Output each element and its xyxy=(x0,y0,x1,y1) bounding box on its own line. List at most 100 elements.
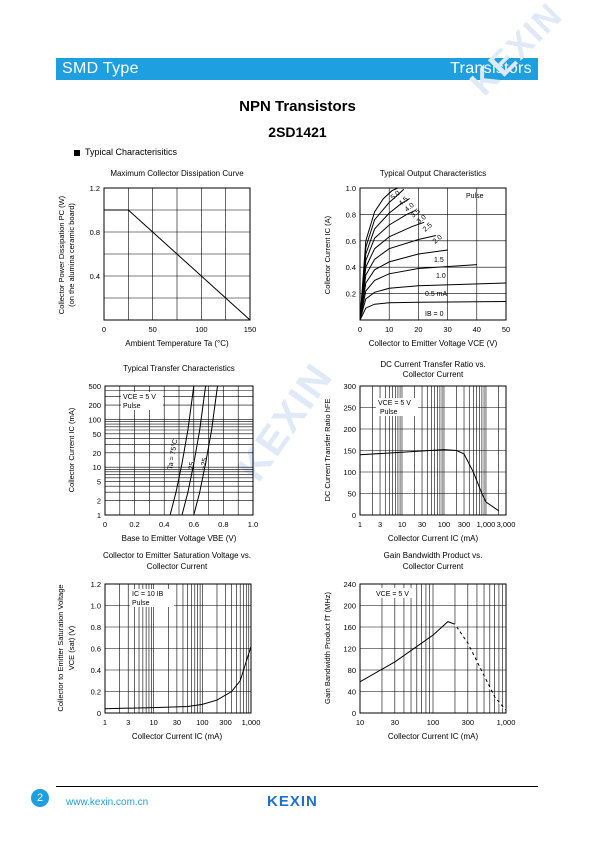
x-tick-label: 0.2 xyxy=(129,520,139,529)
chart-title: Gain Bandwidth Product vs. xyxy=(384,551,483,560)
x-tick-label: 1,000 xyxy=(242,718,261,727)
series-line xyxy=(359,249,448,321)
y-tick-label: 0.6 xyxy=(91,645,101,654)
y-tick-label: 120 xyxy=(343,645,356,654)
y-tick-label: 80 xyxy=(348,666,356,675)
y-tick-label: 5 xyxy=(97,478,101,487)
x-tick-label: 1,000 xyxy=(477,520,496,529)
chart-title-line2: Collector Current xyxy=(403,562,464,571)
header-banner: SMD Type Transistors xyxy=(56,58,538,80)
plot-frame xyxy=(104,583,252,714)
curve-label: 3.5 xyxy=(410,208,422,220)
y-axis-label-note: (on the alumina ceramic board) xyxy=(67,203,76,307)
x-tick-label: 30 xyxy=(443,325,451,334)
chart-title: Collector to Emitter Saturation Voltage … xyxy=(103,551,251,560)
y-tick-label: 10 xyxy=(93,463,101,472)
y-tick-label: 240 xyxy=(343,580,356,589)
y-tick-label: 2 xyxy=(97,497,101,506)
x-tick-label: 3 xyxy=(126,718,130,727)
footer-logo: KEXIN xyxy=(267,793,318,810)
y-tick-label: 50 xyxy=(93,430,101,439)
x-tick-label: 0 xyxy=(358,325,362,334)
y-tick-label: 0 xyxy=(352,709,356,718)
y-tick-label: 1 xyxy=(97,511,101,520)
curve-label: 3.0 xyxy=(416,214,428,226)
chart-max-dissipation: 0 50 100 150 0.4 0.8 1.2 Maximum Collector Diss… xyxy=(57,169,256,348)
page-title: NPN Transistors xyxy=(239,98,356,115)
y-tick-label: 40 xyxy=(348,688,356,697)
annotation-bg xyxy=(376,398,418,416)
chart-title: Typical Output Characteristics xyxy=(380,169,486,178)
annotation: VCE = 5 V xyxy=(376,591,409,598)
annotation-bg xyxy=(374,588,416,598)
x-tick-label: 100 xyxy=(195,325,208,334)
plot-frame xyxy=(103,187,251,321)
y-tick-label: 1.2 xyxy=(90,184,100,193)
curve-label: 1.5 xyxy=(434,257,444,264)
x-tick-label: 10 xyxy=(398,520,406,529)
y-tick-label: 0.2 xyxy=(91,688,101,697)
page-number: 2 xyxy=(31,789,49,807)
curve-label: 2.5 xyxy=(422,222,434,234)
footer-url: www.kexin.com.cn xyxy=(66,797,149,808)
series-line xyxy=(181,385,207,516)
y-tick-label: 0.6 xyxy=(346,237,356,246)
y-tick-label: 1.2 xyxy=(91,580,101,589)
y-tick-label: 200 xyxy=(88,401,101,410)
series-line xyxy=(359,209,416,321)
curve-label: 1.0 xyxy=(436,273,446,280)
footer-divider xyxy=(56,786,538,787)
y-tick-label: 300 xyxy=(343,382,356,391)
series-line xyxy=(359,264,477,321)
annotation: Pulse xyxy=(380,409,398,416)
y-tick-label: 0 xyxy=(97,709,101,718)
y-tick-label: 0 xyxy=(352,511,356,520)
x-tick-label: 0 xyxy=(103,520,107,529)
y-tick-label: 200 xyxy=(343,425,356,434)
x-tick-label: 0.8 xyxy=(218,520,228,529)
curve-label: 4.0 xyxy=(404,202,416,214)
x-tick-label: 0.6 xyxy=(189,520,199,529)
x-tick-label: 40 xyxy=(473,325,481,334)
x-tick-label: 100 xyxy=(196,718,209,727)
annotation-bg xyxy=(130,589,174,607)
x-tick-label: 1 xyxy=(358,520,362,529)
plot-frame xyxy=(359,385,507,516)
y-axis-label: Collector to Emitter Saturation Voltage xyxy=(56,584,65,711)
chart-title: Maximum Collector Dissipation Curve xyxy=(110,169,244,178)
x-tick-label: 10 xyxy=(385,325,393,334)
annotation: Pulse xyxy=(123,403,141,410)
series-line xyxy=(104,646,252,710)
y-axis-label: Collector Power Dissipation PC (W) xyxy=(57,195,66,314)
y-axis-label: Collector Current IC (mA) xyxy=(67,407,76,492)
y-tick-label: 0.2 xyxy=(346,290,356,299)
curve-label: 25 xyxy=(188,461,196,470)
y-tick-label: 500 xyxy=(88,382,101,391)
y-tick-label: 0.8 xyxy=(91,623,101,632)
y-tick-label: 250 xyxy=(343,404,356,413)
y-axis-label: DC Current Transfer Ratio hFE xyxy=(323,399,332,502)
x-tick-label: 30 xyxy=(418,520,426,529)
x-axis-label: Collector Current IC (mA) xyxy=(132,732,223,741)
x-tick-label: 1 xyxy=(103,718,107,727)
annotation: VCE = 5 V xyxy=(378,400,411,407)
dashed-extrapolation xyxy=(454,623,507,711)
x-tick-label: 100 xyxy=(427,718,440,727)
x-axis-label: Ambient Temperature Ta (°C) xyxy=(125,339,229,348)
y-tick-label: 100 xyxy=(88,415,101,424)
x-tick-label: 30 xyxy=(173,718,181,727)
y-tick-label: 100 xyxy=(343,468,356,477)
y-tick-label: 160 xyxy=(343,623,356,632)
x-tick-label: 150 xyxy=(244,325,257,334)
x-tick-label: 1,000 xyxy=(497,718,516,727)
y-tick-label: 0.4 xyxy=(346,263,356,272)
series-line xyxy=(359,221,425,321)
y-tick-label: 0.4 xyxy=(90,272,100,281)
curve-label: IB = 0 xyxy=(425,311,444,318)
series-line xyxy=(359,449,499,512)
curve-label: Ta = 75°C xyxy=(166,438,179,470)
series-line xyxy=(169,385,195,516)
curve-label: 0.5 mA xyxy=(425,291,448,298)
curve-label: 5.0 xyxy=(390,190,402,202)
